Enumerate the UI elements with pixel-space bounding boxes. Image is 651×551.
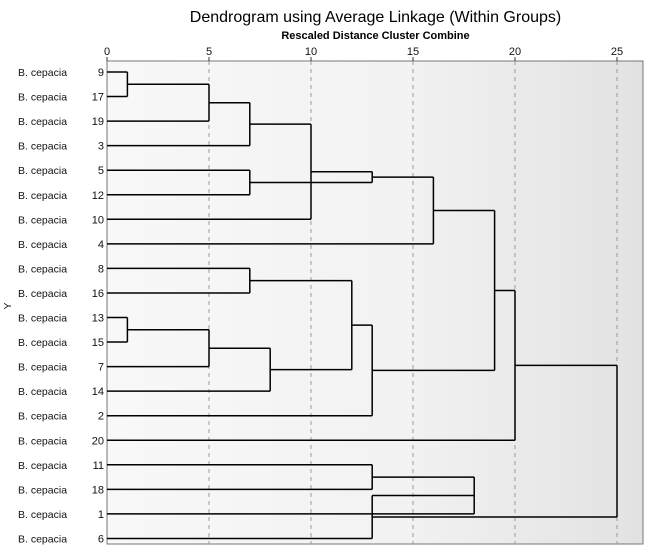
leaf-case-number: 17 <box>92 92 104 104</box>
leaf-label: B. cepacia <box>18 533 67 545</box>
leaf-label: B. cepacia <box>18 362 67 374</box>
leaf-label: B. cepacia <box>18 92 67 104</box>
leaf-case-number: 4 <box>98 239 104 251</box>
leaf-case-number: 11 <box>93 460 104 472</box>
leaf-case-number: 8 <box>98 263 104 275</box>
leaf-case-number: 2 <box>98 411 104 423</box>
leaf-label: B. cepacia <box>18 288 67 300</box>
leaf-label: B. cepacia <box>18 190 67 202</box>
x-tick-label: 5 <box>206 46 212 58</box>
leaf-label: B. cepacia <box>18 460 67 472</box>
leaf-case-number: 18 <box>92 484 104 496</box>
leaf-case-number: 15 <box>92 337 104 349</box>
chart-title: Dendrogram using Average Linkage (Within… <box>189 9 562 26</box>
leaf-label: B. cepacia <box>18 239 67 251</box>
leaf-label: B. cepacia <box>18 141 67 153</box>
leaf-case-number: 5 <box>98 165 104 177</box>
leaf-label: B. cepacia <box>18 337 67 349</box>
leaf-case-number: 16 <box>92 288 104 300</box>
plot-area <box>106 60 644 545</box>
y-axis-title: Y <box>2 302 14 309</box>
x-tick-label: 25 <box>611 46 623 58</box>
leaf-label: B. cepacia <box>18 214 67 226</box>
x-axis-title: Rescaled Distance Cluster Combine <box>281 30 470 42</box>
x-tick-label: 0 <box>104 46 110 58</box>
leaf-label: B. cepacia <box>18 386 67 398</box>
leaf-case-number: 14 <box>92 386 104 398</box>
leaf-label: B. cepacia <box>18 313 67 325</box>
leaf-label: B. cepacia <box>18 263 67 275</box>
leaf-case-number: 7 <box>98 362 104 374</box>
leaf-label: B. cepacia <box>18 67 67 79</box>
leaf-case-number: 10 <box>92 214 104 226</box>
leaf-case-number: 6 <box>98 533 104 545</box>
leaf-label: B. cepacia <box>18 165 67 177</box>
leaf-case-number: 19 <box>92 116 104 128</box>
leaf-case-number: 1 <box>98 509 104 521</box>
leaf-label: B. cepacia <box>18 484 67 496</box>
leaf-label: B. cepacia <box>18 116 67 128</box>
leaf-label: B. cepacia <box>18 411 67 423</box>
x-tick-label: 20 <box>509 46 521 58</box>
leaf-label: B. cepacia <box>18 435 67 447</box>
leaf-case-number: 9 <box>98 67 104 79</box>
leaf-case-number: 12 <box>92 190 104 202</box>
leaf-case-number: 3 <box>98 141 104 153</box>
x-tick-label: 10 <box>305 46 317 58</box>
leaf-case-number: 20 <box>92 435 104 447</box>
leaf-label: B. cepacia <box>18 509 67 521</box>
x-tick-label: 15 <box>407 46 419 58</box>
leaf-case-number: 13 <box>92 313 104 325</box>
